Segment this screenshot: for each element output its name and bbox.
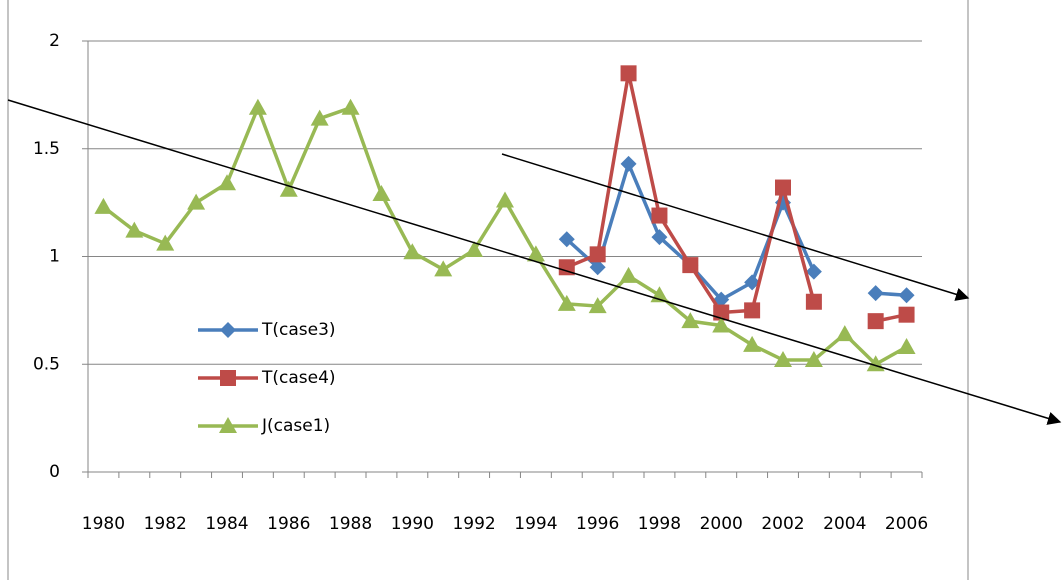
point <box>465 241 484 258</box>
legend-label: J(case1) <box>261 416 330 436</box>
chart-frame <box>7 0 969 582</box>
point <box>218 174 236 191</box>
point <box>125 221 144 238</box>
point <box>898 306 915 323</box>
x-tick-label: 1988 <box>329 514 372 534</box>
point <box>526 245 545 262</box>
point <box>804 350 823 367</box>
point <box>372 185 391 202</box>
x-tick-label: 2000 <box>700 514 743 534</box>
x-tick-label: 2004 <box>823 514 866 534</box>
point <box>867 285 884 302</box>
point <box>775 179 791 196</box>
point <box>496 191 514 208</box>
grid: 0 0.5 1 1.5 2 1980 1982 1984 1986 1988 1990 1992 199… <box>33 31 928 534</box>
point <box>681 312 700 329</box>
point <box>310 109 329 126</box>
x-tick-label: 1984 <box>205 514 248 534</box>
point <box>712 316 731 333</box>
legend-label: T(case3) <box>261 320 336 340</box>
point <box>187 193 206 210</box>
x-tick-label: 1990 <box>391 514 434 534</box>
point <box>898 287 915 304</box>
x-tick-label: 1982 <box>144 514 187 534</box>
point <box>651 207 668 224</box>
point <box>620 155 637 172</box>
point <box>94 197 113 214</box>
point <box>743 335 762 352</box>
point <box>588 297 607 314</box>
point <box>220 370 236 386</box>
x-tick-label: 1994 <box>514 514 557 534</box>
x-tick-label: 2002 <box>761 514 804 534</box>
legend: T(case3) T(case4) J(case1) <box>198 320 336 436</box>
plot <box>94 65 916 372</box>
x-tick-label: 1986 <box>267 514 310 534</box>
y-tick-label: 2 <box>49 31 60 51</box>
point <box>589 259 606 276</box>
point <box>682 257 699 274</box>
point <box>651 229 668 246</box>
y-tick-label: 0.5 <box>33 354 60 374</box>
x-tick-label: 1992 <box>452 514 495 534</box>
series-line <box>565 162 907 302</box>
point <box>220 322 236 338</box>
point <box>897 338 916 355</box>
y-tick-label: 1.5 <box>33 139 60 159</box>
point <box>558 231 575 248</box>
x-tick-label: 1996 <box>576 514 619 534</box>
point <box>774 350 792 367</box>
legend-label: T(case4) <box>261 368 336 388</box>
point <box>557 294 576 311</box>
point <box>248 98 267 115</box>
y-tick-label: 1 <box>49 247 60 267</box>
point <box>619 266 638 283</box>
point <box>589 246 606 263</box>
trend-arrow <box>501 153 970 301</box>
point <box>744 302 761 319</box>
x-tick-label: 2006 <box>885 514 928 534</box>
x-tick-label: 1998 <box>638 514 681 534</box>
y-tick-label: 0 <box>49 462 60 482</box>
point <box>805 293 822 310</box>
point <box>156 234 175 251</box>
point <box>805 263 822 280</box>
point <box>620 65 637 82</box>
point <box>835 325 854 342</box>
point <box>434 260 453 277</box>
point <box>558 259 575 276</box>
point <box>219 417 237 433</box>
point <box>341 98 360 115</box>
point <box>744 274 761 291</box>
point <box>279 180 298 197</box>
trend-arrow <box>7 99 1062 425</box>
x-tick-label: 1980 <box>82 514 125 534</box>
series-line <box>102 106 908 366</box>
point <box>403 243 422 260</box>
point <box>867 313 884 330</box>
